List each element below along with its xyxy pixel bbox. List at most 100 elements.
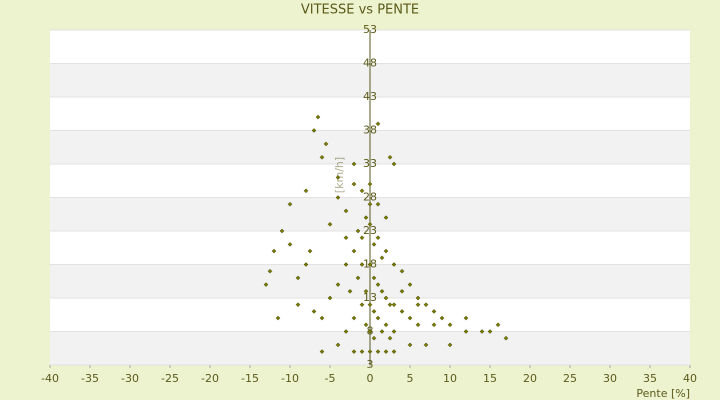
point [279,228,285,234]
chart-title: VITESSE vs PENTE [301,3,419,18]
x-tick-label: -20 [201,372,219,385]
point [367,181,373,187]
x-tick-label: 0 [367,372,374,385]
point [275,315,281,321]
point [267,268,273,274]
x-tick-label: 15 [483,372,497,385]
point [351,349,357,354]
point [375,121,381,127]
x-tick-label: 10 [443,372,457,385]
point [391,161,397,167]
point [371,242,377,247]
point [431,309,437,314]
point [415,302,421,308]
point [415,322,421,328]
point [335,175,341,180]
point [363,288,369,294]
point [263,282,269,287]
point [375,235,381,241]
point [351,181,357,187]
x-axis-label: Pente [%] [636,387,690,400]
x-tick-label: -25 [161,372,179,385]
point [375,315,381,321]
point [463,329,469,334]
point [311,128,317,133]
point [315,114,321,120]
point [287,242,293,247]
point [359,188,365,194]
point [319,349,325,354]
point [359,302,365,308]
point [343,262,349,267]
point [367,221,373,227]
x-tick-label: 30 [603,372,617,385]
x-tick-label: 35 [643,372,657,385]
point [303,262,309,267]
point [447,322,453,328]
point [495,322,501,328]
point [359,349,365,354]
point [287,201,293,207]
point [479,329,485,334]
x-tick-label: 20 [523,372,537,385]
point [415,295,421,301]
x-tick-label: -35 [81,372,99,385]
point [375,349,381,354]
x-tick-label: -40 [41,372,59,385]
point [351,161,357,167]
point [295,275,301,281]
x-tick-label: -15 [241,372,259,385]
point [387,302,393,308]
x-tick-label: -5 [325,372,336,385]
point [399,288,405,294]
point [343,208,349,214]
point [307,248,313,254]
y-tick-label: 53 [363,23,377,36]
point [335,342,341,348]
y-axis-label: [km/h] [333,157,346,193]
point [311,309,317,314]
point [271,248,277,254]
point [379,255,385,261]
point [423,342,429,348]
point [407,315,413,321]
point [327,221,333,227]
point [363,215,369,220]
point [383,248,389,254]
point [359,235,365,241]
point [399,309,405,314]
point [383,322,389,328]
point [391,262,397,267]
x-tick-label: 40 [683,372,697,385]
point [387,335,393,341]
point [319,315,325,321]
point [487,329,493,334]
point [439,315,445,321]
point [399,268,405,274]
x-tick-label: 5 [407,372,414,385]
point [503,335,509,341]
x-tick-label: 25 [563,372,577,385]
point [379,288,385,294]
point [367,302,373,308]
point [383,349,389,354]
point [371,275,377,281]
point [375,282,381,287]
point [407,282,413,287]
point [423,302,429,308]
point [367,329,373,334]
point [319,154,325,160]
point [379,329,385,334]
point [375,201,381,207]
point [343,329,349,334]
point [391,349,397,354]
x-tick-label: -30 [121,372,139,385]
point [463,315,469,321]
point [303,188,309,194]
point [367,201,373,207]
point [343,235,349,241]
point [407,342,413,348]
point [335,282,341,287]
point [391,329,397,334]
